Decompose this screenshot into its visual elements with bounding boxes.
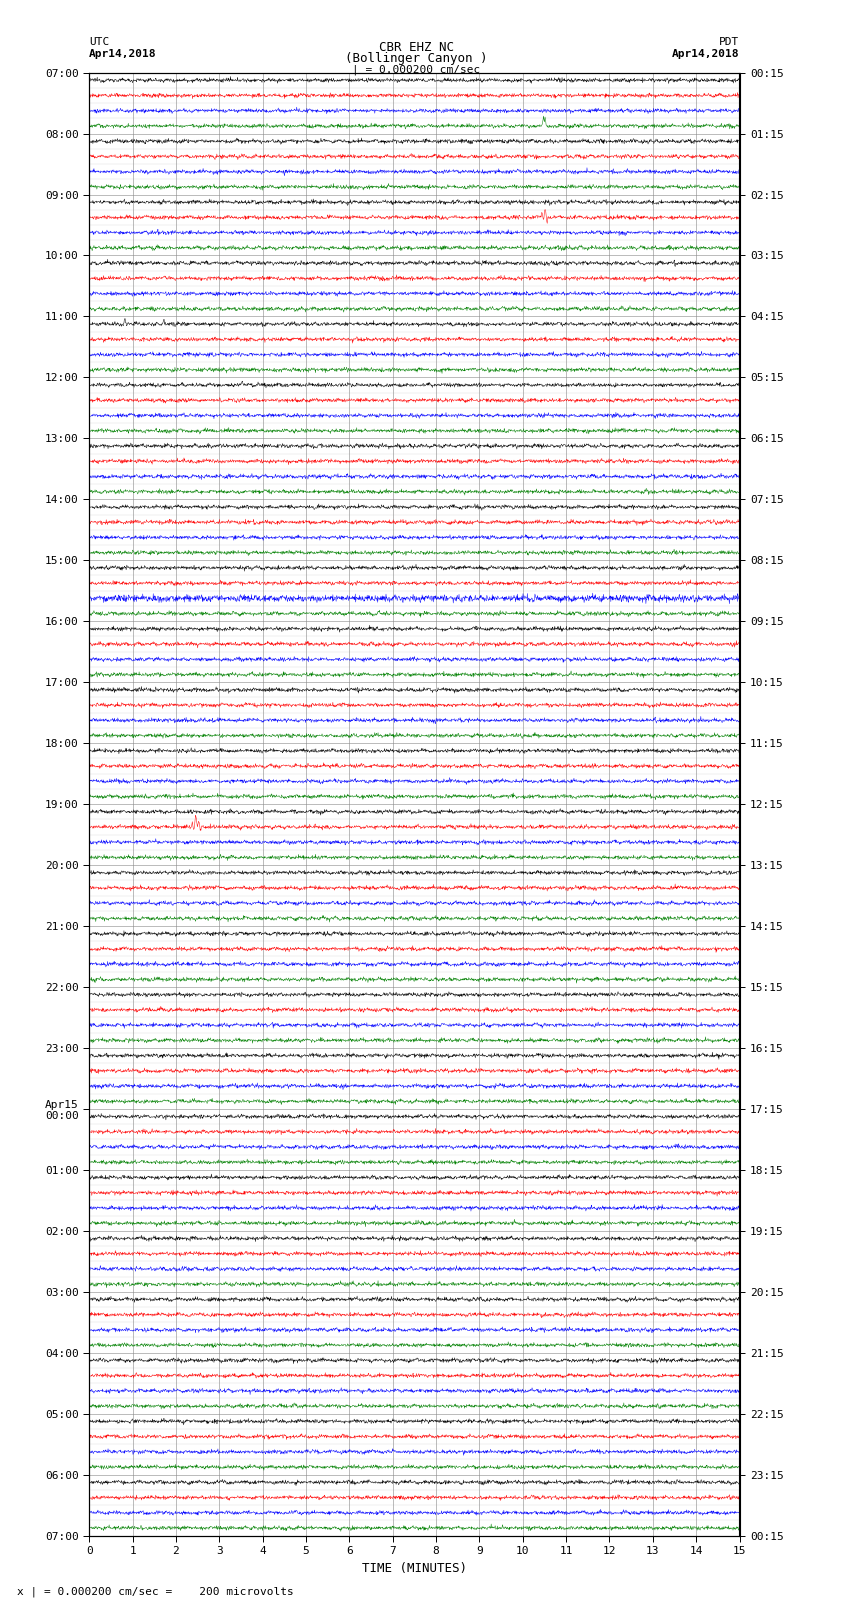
- X-axis label: TIME (MINUTES): TIME (MINUTES): [362, 1561, 467, 1574]
- Text: Apr14,2018: Apr14,2018: [672, 48, 740, 58]
- Text: CBR EHZ NC: CBR EHZ NC: [379, 40, 454, 53]
- Text: Apr14,2018: Apr14,2018: [89, 48, 156, 58]
- Text: (Bollinger Canyon ): (Bollinger Canyon ): [345, 52, 488, 65]
- Text: | = 0.000200 cm/sec: | = 0.000200 cm/sec: [353, 65, 480, 76]
- Text: UTC: UTC: [89, 37, 110, 47]
- Text: PDT: PDT: [719, 37, 740, 47]
- Text: x | = 0.000200 cm/sec =    200 microvolts: x | = 0.000200 cm/sec = 200 microvolts: [17, 1586, 294, 1597]
